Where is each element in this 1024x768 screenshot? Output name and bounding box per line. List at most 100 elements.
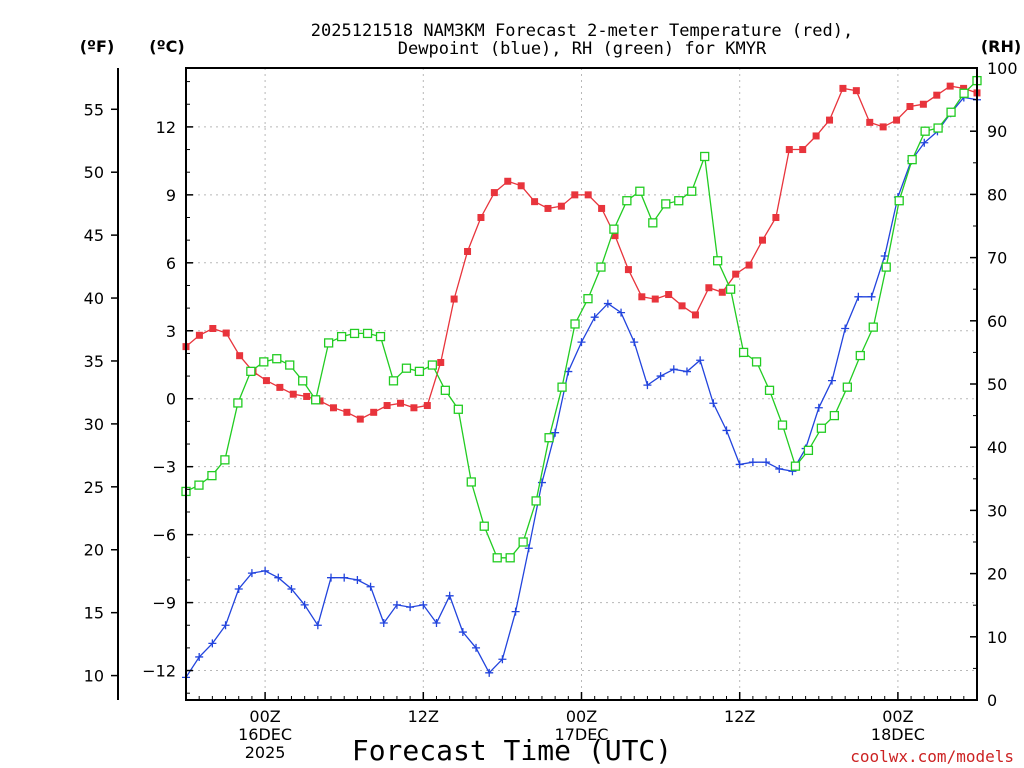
data-point [427, 360, 438, 370]
data-point [544, 433, 554, 443]
data-point [814, 403, 823, 412]
data-point [311, 395, 321, 405]
rh-tick-label: 50 [987, 375, 1007, 394]
data-point [609, 224, 619, 234]
data-point [464, 247, 472, 255]
celsius-tick-label: 3 [166, 322, 176, 341]
data-point [907, 154, 917, 165]
data-point [933, 91, 941, 99]
data-point [842, 382, 852, 392]
data-point [803, 445, 814, 456]
data-point [590, 313, 599, 322]
data-point [362, 328, 373, 339]
data-point [687, 186, 697, 196]
fahrenheit-tick-label: 25 [84, 478, 104, 497]
data-point [300, 600, 309, 609]
data-point [665, 291, 673, 299]
data-point [524, 544, 533, 553]
celsius-tick-label: −9 [152, 594, 176, 613]
data-point [894, 196, 904, 206]
data-point [518, 537, 528, 547]
data-point [262, 377, 270, 385]
data-point [827, 376, 836, 385]
data-point [366, 582, 375, 591]
data-point [233, 398, 243, 408]
data-point [906, 103, 914, 111]
data-point [691, 311, 699, 319]
data-point [635, 186, 645, 196]
data-point [472, 643, 481, 652]
data-point [557, 382, 567, 392]
data-point [785, 146, 793, 154]
data-point [571, 191, 579, 199]
rh-tick-label: 90 [987, 122, 1007, 141]
data-point [880, 252, 889, 261]
data-point [584, 191, 592, 199]
rh-tick-label: 40 [987, 438, 1007, 457]
rh-tick-label: 60 [987, 312, 1007, 331]
data-point [583, 294, 593, 304]
data-point [841, 324, 850, 333]
data-point [722, 426, 731, 435]
rh-axis-unit: (RH) [981, 37, 1021, 56]
fahrenheit-tick-label: 45 [84, 226, 104, 245]
data-point [531, 496, 541, 506]
data-point [383, 402, 391, 410]
data-point [261, 566, 270, 575]
data-point [505, 553, 515, 563]
x-tick-label: 17DEC [555, 725, 609, 744]
data-point [866, 118, 874, 126]
data-point [303, 392, 311, 400]
fahrenheit-tick-label: 50 [84, 163, 104, 182]
series-layer [181, 75, 982, 682]
data-point [356, 415, 364, 423]
data-point [881, 262, 891, 272]
x-tick-label: 12Z [724, 707, 755, 726]
data-point [648, 218, 658, 228]
data-point [504, 177, 512, 185]
data-point [919, 100, 927, 108]
fahrenheit-tick-label: 30 [84, 415, 104, 434]
data-point [735, 460, 744, 469]
data-point [812, 132, 820, 140]
data-point [669, 365, 678, 374]
data-point [696, 356, 705, 365]
data-point [852, 87, 860, 95]
data-point [511, 607, 520, 616]
data-point [329, 404, 337, 412]
data-point [705, 284, 713, 292]
data-point [397, 399, 405, 407]
data-point [466, 477, 476, 487]
data-point [839, 84, 847, 92]
x-tick-label: 16DEC [238, 725, 292, 744]
data-point [738, 347, 749, 358]
data-point [946, 107, 956, 117]
data-point [624, 266, 632, 274]
data-point [336, 331, 347, 342]
data-point [246, 366, 256, 377]
data-point [287, 585, 296, 594]
data-point [440, 385, 450, 395]
data-point [298, 376, 308, 386]
celsius-tick-label: −3 [152, 458, 176, 477]
data-point [353, 575, 362, 584]
data-point [388, 376, 399, 386]
data-point [343, 408, 351, 416]
celsius-tick-label: 12 [156, 118, 176, 137]
data-point [920, 126, 930, 136]
data-point [453, 404, 463, 414]
data-point [551, 428, 560, 437]
rh-tick-label: 100 [987, 59, 1018, 78]
data-point [674, 196, 684, 206]
data-point [450, 295, 458, 303]
data-point [829, 410, 840, 421]
celsius-tick-label: −6 [152, 526, 176, 545]
data-point [596, 262, 606, 272]
data-point [458, 628, 467, 637]
data-point [419, 600, 428, 609]
data-point [234, 585, 243, 594]
fahrenheit-tick-label: 15 [84, 604, 104, 623]
chart-title-line-1: 2025121518 NAM3KM Forecast 2-meter Tempe… [311, 21, 853, 41]
data-point [682, 367, 691, 376]
data-point [933, 123, 943, 133]
